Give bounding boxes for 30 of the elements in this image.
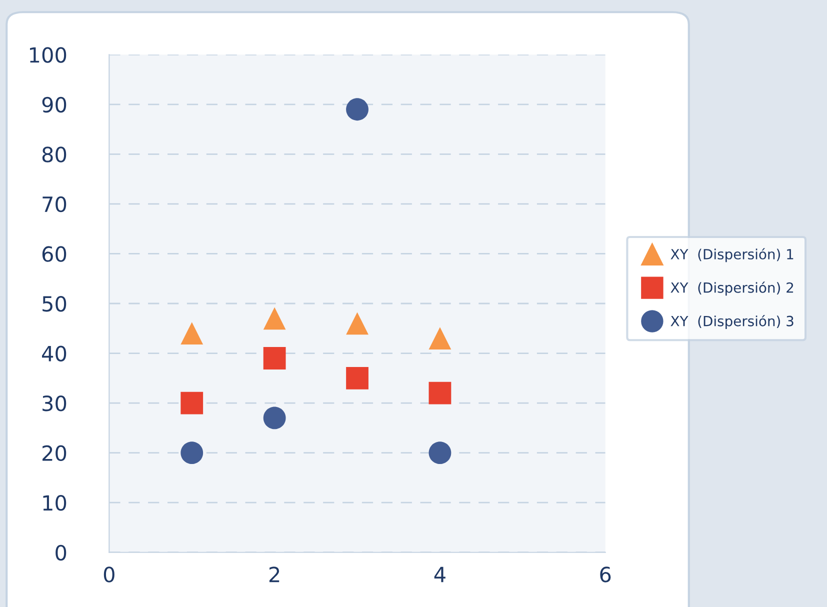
x-tick-label: 4 xyxy=(434,566,446,582)
y-tick-label: 10 xyxy=(43,495,66,511)
y-tick-label: 90 xyxy=(42,96,66,113)
point xyxy=(346,98,368,121)
point xyxy=(180,442,204,464)
y-tick-label: 50 xyxy=(42,296,66,312)
y-tick-label: 20 xyxy=(42,445,66,462)
y-tick-label: 40 xyxy=(42,346,66,362)
point xyxy=(428,442,452,464)
y-tick-label: 70 xyxy=(42,196,66,212)
point xyxy=(346,366,368,390)
point xyxy=(180,392,204,414)
y-tick-label: 60 xyxy=(42,246,66,262)
x-tick-label: 2 xyxy=(269,566,280,582)
legend-label: XY (Dispersión) 3 xyxy=(670,315,794,330)
y-tick-label: 30 xyxy=(42,396,66,412)
y-tick-label: 0 xyxy=(56,544,66,561)
point xyxy=(346,312,368,335)
point xyxy=(263,347,286,370)
y-tick-label: 80 xyxy=(42,146,66,162)
y-tick-label: 100 xyxy=(30,47,66,63)
legend-label: XY (Dispersión) 2 xyxy=(670,282,794,296)
point xyxy=(180,322,204,345)
point xyxy=(428,382,452,404)
point xyxy=(263,307,286,330)
point xyxy=(263,406,286,430)
legend-label: XY (Dispersión) 1 xyxy=(670,248,794,262)
point xyxy=(428,327,452,350)
x-tick-label: 6 xyxy=(600,566,611,582)
x-tick-label: 0 xyxy=(104,566,114,582)
